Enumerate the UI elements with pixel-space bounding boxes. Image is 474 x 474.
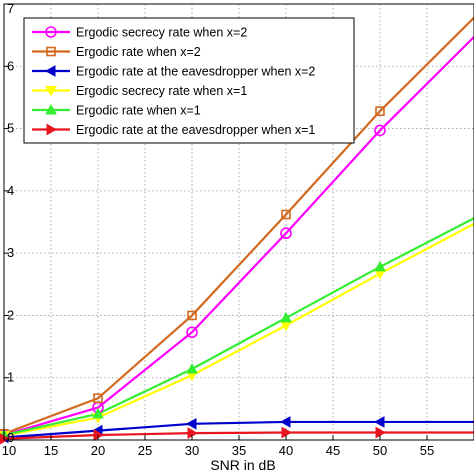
series-line-1: [3, 36, 474, 437]
series-markers: [0, 106, 387, 445]
x-tick-label: 35: [232, 443, 246, 458]
legend-box: [23, 17, 355, 144]
square-marker: [281, 209, 291, 220]
triangle-down-marker: [45, 86, 57, 97]
triangle-left-marker: [185, 417, 197, 430]
circle-marker: [374, 124, 386, 137]
series-line-5: [3, 217, 474, 437]
x-tick-label: 25: [138, 443, 152, 458]
x-tick-label: 40: [279, 443, 293, 458]
y-tick-label: 0: [7, 430, 14, 445]
y-tick-label: 4: [7, 183, 14, 198]
x-tick-label: 55: [420, 443, 434, 458]
legend-label-1: Ergodic secrecy rate when x=2: [76, 26, 247, 40]
square-marker: [375, 106, 385, 116]
triangle-up-marker: [186, 362, 198, 374]
legend-label-5: Ergodic rate when x=1: [76, 104, 201, 118]
legend-label-6: Ergodic rate at the eavesdropper when x=…: [76, 123, 315, 137]
y-tick-label: 5: [7, 121, 14, 136]
series-line-6: [3, 431, 474, 440]
x-axis-label: SNR in dB: [210, 457, 275, 473]
series-lines: [3, 16, 474, 440]
circle-marker: [280, 227, 292, 240]
triangle-left-marker: [44, 65, 56, 77]
triangle-left-marker: [373, 416, 385, 428]
y-tick-label: 3: [7, 245, 14, 260]
x-tick-label: 20: [91, 443, 105, 458]
x-tick-label: 50: [373, 443, 387, 458]
y-tick-label: 7: [7, 1, 14, 16]
circle-marker: [186, 326, 198, 339]
y-tick-label: 2: [7, 307, 14, 322]
y-tick-label: 6: [7, 58, 14, 73]
x-tick-label: 45: [326, 443, 340, 458]
triangle-up-marker: [45, 103, 57, 115]
square-marker: [46, 46, 56, 57]
legend-label-4: Ergodic secrecy rate when x=1: [76, 84, 247, 98]
circle-marker: [45, 26, 57, 38]
triangle-up-marker: [280, 311, 292, 323]
x-tick-label: 30: [185, 443, 199, 458]
x-tick-label: 10: [2, 443, 16, 458]
y-tick-label: 1: [7, 370, 14, 385]
square-marker: [93, 393, 103, 404]
square-marker: [187, 310, 197, 321]
legend-label-3: Ergodic rate at the eavesdropper when x=…: [76, 65, 315, 79]
series-line-3: [3, 420, 474, 439]
legend: Ergodic secrecy rate when x=2 Ergodic rat…: [23, 17, 355, 144]
triangle-down-marker: [280, 320, 292, 332]
triangle-right-marker: [46, 123, 58, 136]
triangle-left-marker: [279, 416, 291, 428]
x-tick-label: 15: [44, 443, 58, 458]
triangle-up-marker: [374, 260, 386, 272]
series-line-2: [3, 16, 474, 435]
legend-label-2: Ergodic rate when x=2: [76, 45, 201, 59]
series-line-4: [3, 222, 474, 437]
triangle-up-marker: [92, 407, 104, 419]
